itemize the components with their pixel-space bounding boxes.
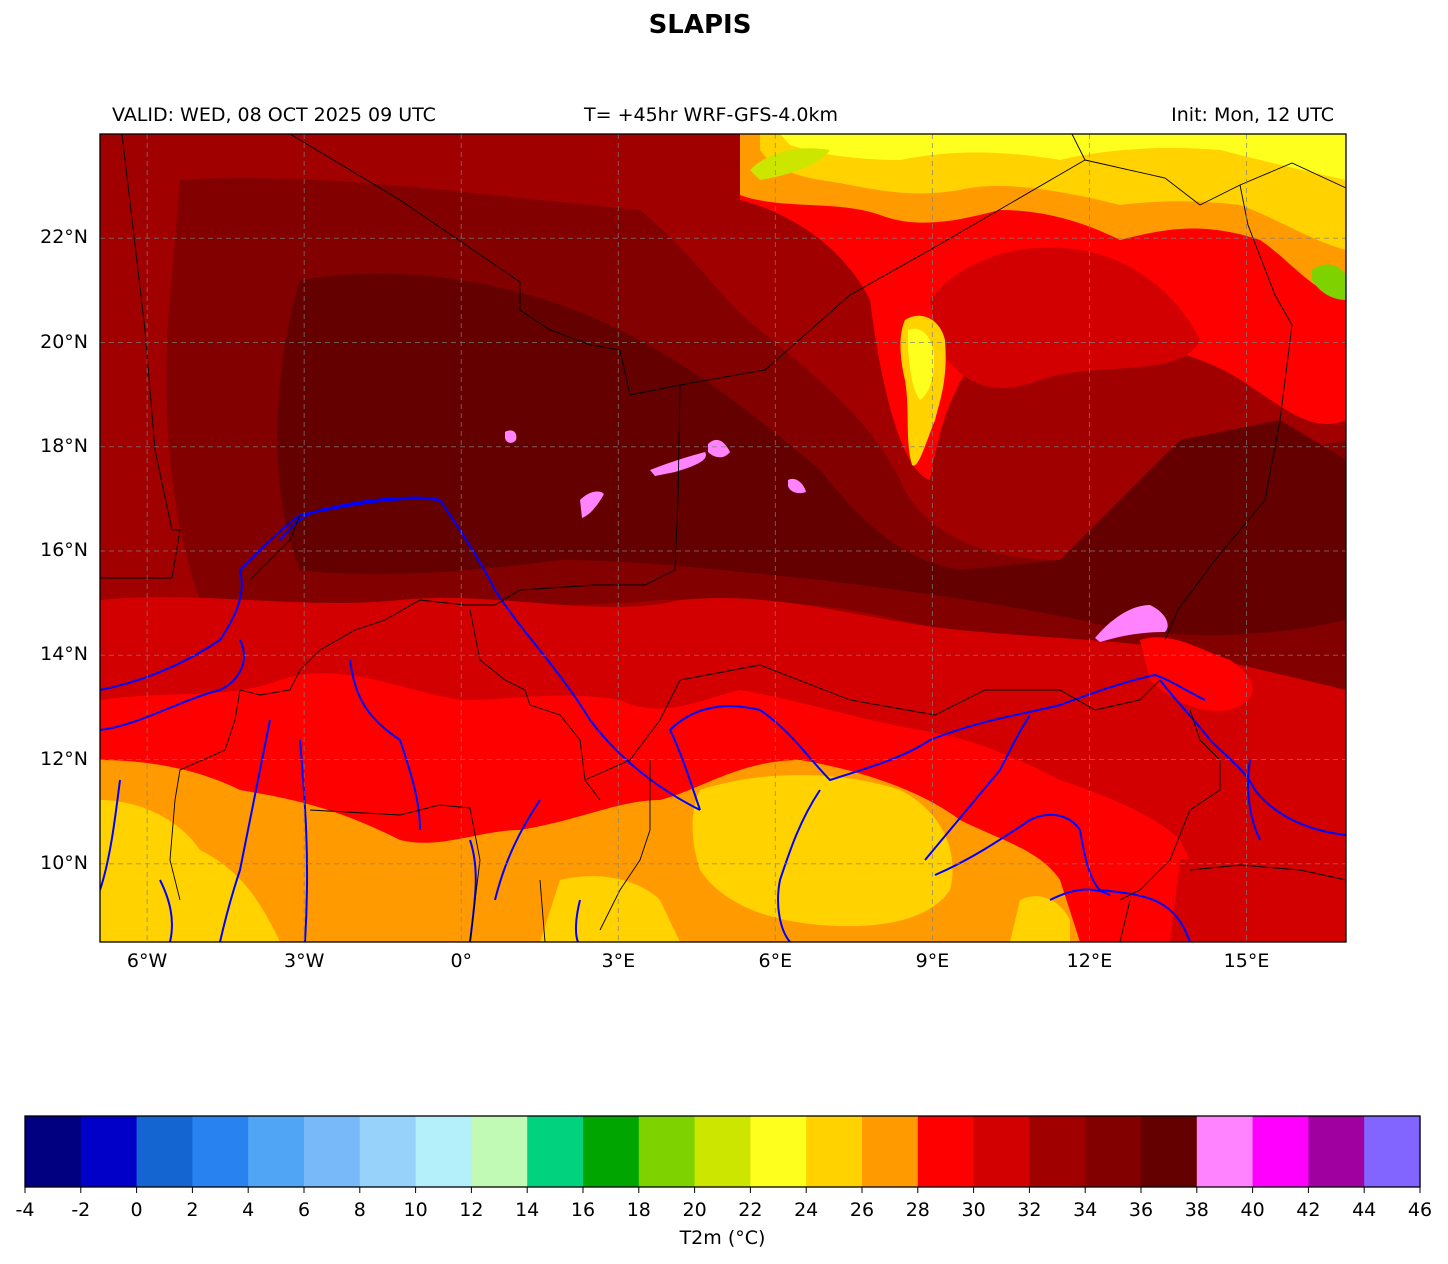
colorbar-tick-label: 38 [1184,1199,1209,1221]
colorbar-tick-label: 34 [1073,1199,1098,1221]
colorbar-tick-label: 30 [961,1199,986,1221]
colorbar-tick-label: 28 [905,1199,930,1221]
lon-label: 0° [450,950,473,972]
forecast-run-label: T= +45hr WRF-GFS-4.0km [584,104,838,126]
lat-label: 10°N [40,851,88,874]
colorbar-tick-marks [24,1187,1421,1193]
colorbar-swatch [25,1116,82,1187]
colorbar-tick-label: -2 [71,1199,91,1221]
colorbar-swatch [415,1116,472,1187]
colorbar-tick-label: 36 [1128,1199,1154,1221]
colorbar-tick-label: 24 [794,1199,819,1221]
colorbar [25,1116,1421,1187]
lon-label: 15°E [1223,950,1270,972]
colorbar-swatch [304,1116,361,1187]
colorbar-tick-label: 40 [1240,1199,1265,1221]
colorbar-swatch [80,1116,138,1187]
lat-label: 12°N [40,747,88,770]
colorbar-swatch [1085,1116,1142,1187]
colorbar-tick-label: 46 [1407,1199,1433,1221]
colorbar-swatch [583,1116,640,1187]
colorbar-swatch [1141,1116,1198,1187]
colorbar-tick-label: 22 [738,1199,763,1221]
gridlines [100,134,1346,942]
colorbar-tick-label: -4 [15,1199,35,1221]
colorbar-tick-label: 10 [403,1199,428,1221]
colorbar-swatch [973,1116,1030,1187]
colorbar-tick-label: 20 [682,1199,707,1221]
colorbar-swatch [862,1116,919,1187]
colorbar-frame [24,1115,1421,1188]
init-time-label: Init: Mon, 12 UTC [1171,104,1334,126]
colorbar-swatch [192,1116,249,1187]
colorbar-swatch [471,1116,528,1187]
colorbar-swatch [1252,1116,1309,1187]
colorbar-tick-label: 42 [1296,1199,1321,1221]
lon-label: 3°E [601,950,636,972]
valid-time-label: VALID: WED, 08 OCT 2025 09 UTC [112,104,436,126]
colorbar-swatch [1364,1116,1421,1187]
colorbar-tick-label: 2 [186,1199,199,1221]
colorbar-tick-label: 12 [459,1199,484,1221]
lon-label: 3°W [283,950,325,972]
borders-layer [100,134,1346,942]
lat-label: 14°N [40,643,88,666]
lat-label: 20°N [40,330,88,353]
colorbar-tick-label: 18 [626,1199,651,1221]
temperature-field [100,134,1346,942]
colorbar-swatch [1196,1116,1254,1187]
map-frame [99,133,1347,943]
colorbar-tick-label: 26 [849,1199,875,1221]
lon-label: 6°W [126,950,168,972]
lon-label: 12°E [1066,950,1113,972]
colorbar-tick-label: 32 [1017,1199,1042,1221]
lon-label: 9°E [915,950,950,972]
colorbar-swatch [750,1116,807,1187]
lat-label: 22°N [40,226,88,249]
colorbar-swatch [1029,1116,1086,1187]
colorbar-tick-label: 16 [570,1199,596,1221]
lat-label: 18°N [40,434,88,457]
colorbar-tick-label: 8 [353,1199,366,1221]
colorbar-tick-label: 14 [515,1199,540,1221]
colorbar-swatch [248,1116,305,1187]
colorbar-tick-label: 44 [1352,1199,1377,1221]
colorbar-tick-label: 4 [242,1199,255,1221]
lon-label: 6°E [758,950,793,972]
colorbar-tick-label: 6 [297,1199,311,1221]
colorbar-swatch [359,1116,417,1187]
lat-label: 16°N [40,539,88,562]
colorbar-swatch [527,1116,584,1187]
colorbar-swatch [638,1116,696,1187]
colorbar-tick-label: 0 [130,1199,143,1221]
map-title: SLAPIS [648,10,752,40]
colorbar-swatch [917,1116,975,1187]
colorbar-swatch [694,1116,751,1187]
colorbar-label: T2m (°C) [679,1227,766,1249]
colorbar-swatch [806,1116,863,1187]
colorbar-swatch [136,1116,193,1187]
colorbar-swatch [1308,1116,1365,1187]
